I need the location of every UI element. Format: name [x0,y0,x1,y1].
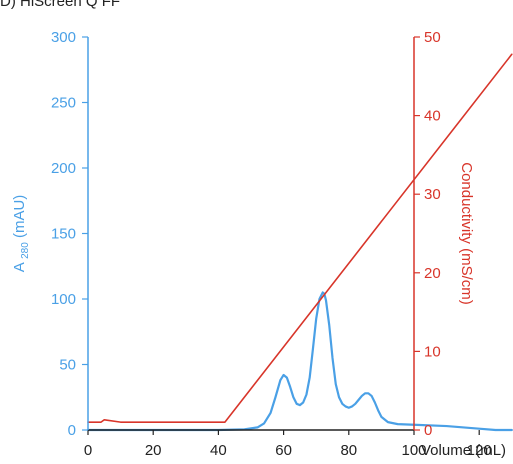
x-tick-label: 40 [210,442,227,459]
y-right-tick-label: 20 [424,265,441,282]
x-tick-label: 80 [340,442,357,459]
series-layer [86,53,513,432]
y-right-axis-label: Conductivity (mS/cm) [458,162,475,305]
x-tick-label: 0 [84,442,92,459]
x-tick-label: 120 [467,442,492,459]
y-left-tick-label: 0 [68,422,76,439]
y-right-tick-label: 10 [424,343,441,360]
y-left-label-sub: 280 [20,242,31,259]
y-left-tick-label: 300 [51,29,76,46]
y-left-label-main: A [11,262,28,272]
axes-layer [87,37,415,431]
y-left-tick-label: 50 [59,357,76,374]
y-left-tick-label: 150 [51,226,76,243]
y-right-tick-label: 0 [424,422,432,439]
y-right-tick-label: 50 [424,29,441,46]
y-left-axis-label: A 280 (mAU) [11,195,32,273]
x-axis-label: Volume (mL) [421,442,506,459]
y-left-label-unit: (mAU) [11,195,28,238]
y-right-tick-label: 40 [424,108,441,125]
x-tick-label: 20 [145,442,162,459]
panel-label: D) HiScreen Q FF [0,0,120,10]
x-tick-label: 60 [275,442,292,459]
x-ticks: 0 20 40 60 80 100 120 [84,430,492,459]
x-tick-label: 100 [401,442,426,459]
y-left-tick-label: 200 [51,160,76,177]
y-left-tick-label: 100 [51,291,76,308]
absorbance-line [86,291,513,432]
conductivity-line [87,53,513,423]
y-right-ticks: 0 10 20 30 40 50 [414,29,441,439]
y-left-ticks: 0 50 100 150 200 250 300 [51,29,88,439]
y-right-tick-label: 30 [424,186,441,203]
y-left-tick-label: 250 [51,95,76,112]
